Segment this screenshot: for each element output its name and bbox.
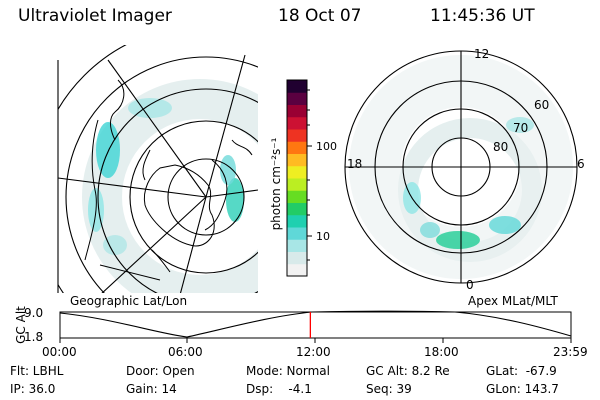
- apex-caption: Apex MLat/MLT: [468, 294, 558, 308]
- time-tick-2: 12:00: [296, 345, 331, 359]
- dsp-info: Dsp: -4.1: [246, 382, 312, 396]
- mlt-label-6: 6: [577, 157, 585, 171]
- colorbar: [287, 80, 307, 277]
- instrument-title: Ultraviolet Imager: [18, 6, 172, 26]
- colorbar-swatch: [287, 116, 307, 130]
- mlat-label-80: 80: [493, 140, 509, 154]
- ip-info: IP: 36.0: [10, 382, 56, 396]
- colorbar-tick-10: 10: [316, 230, 330, 243]
- colorbar-unit-label: photon cm⁻²s⁻¹: [269, 137, 283, 231]
- mlt-label-0: 0: [466, 278, 474, 292]
- altitude-plot: [59, 310, 572, 343]
- time-tick-3: 18:00: [424, 345, 459, 359]
- time-tick-0: 00:00: [42, 345, 77, 359]
- altitude-tick-max: 9.0: [24, 306, 44, 320]
- right-auroral-oval: [349, 55, 573, 279]
- glon-info: GLon: 143.7: [486, 382, 559, 396]
- colorbar-swatch: [287, 214, 307, 228]
- apex-mlat-mlt-map: [344, 50, 578, 284]
- filter-info: Flt: LBHL: [10, 364, 64, 378]
- geographic-map: [58, 45, 258, 293]
- gc-alt-info: GC Alt: 8.2 Re: [366, 364, 450, 378]
- time-label: 11:45:36 UT: [430, 6, 535, 26]
- mlt-label-18: 18: [347, 157, 363, 171]
- colorbar-swatch: [287, 80, 307, 93]
- altitude-tick-min: 1.8: [24, 330, 44, 344]
- colorbar-swatch: [287, 227, 307, 240]
- mode-info: Mode: Normal: [246, 364, 330, 378]
- time-tick-1: 06:00: [168, 345, 203, 359]
- colorbar-swatch: [287, 190, 307, 203]
- colorbar-swatch: [287, 104, 307, 118]
- colorbar-swatch: [287, 153, 307, 167]
- geographic-caption: Geographic Lat/Lon: [70, 294, 188, 308]
- colorbar-swatch: [287, 141, 307, 154]
- mlat-label-70: 70: [513, 121, 529, 135]
- colorbar-swatch: [287, 92, 307, 105]
- altitude-curve: [59, 310, 572, 338]
- colorbar-swatch: [287, 263, 307, 277]
- colorbar-swatch: [287, 165, 307, 179]
- time-tick-4: 23:59: [553, 345, 588, 359]
- gain-info: Gain: 14: [126, 382, 177, 396]
- left-auroral-oval: [82, 79, 258, 293]
- colorbar-swatch: [287, 251, 307, 265]
- glat-info: GLat: -67.9: [486, 364, 557, 378]
- mlt-label-12: 12: [474, 47, 490, 61]
- colorbar-swatch: [287, 178, 307, 191]
- date-label: 18 Oct 07: [278, 6, 362, 26]
- mlat-label-60: 60: [534, 98, 550, 112]
- seq-info: Seq: 39: [366, 382, 412, 396]
- colorbar-tick-100: 100: [316, 140, 337, 153]
- colorbar-swatch: [287, 239, 307, 252]
- door-info: Door: Open: [126, 364, 195, 378]
- colorbar-swatch: [287, 202, 307, 216]
- colorbar-swatch: [287, 129, 307, 142]
